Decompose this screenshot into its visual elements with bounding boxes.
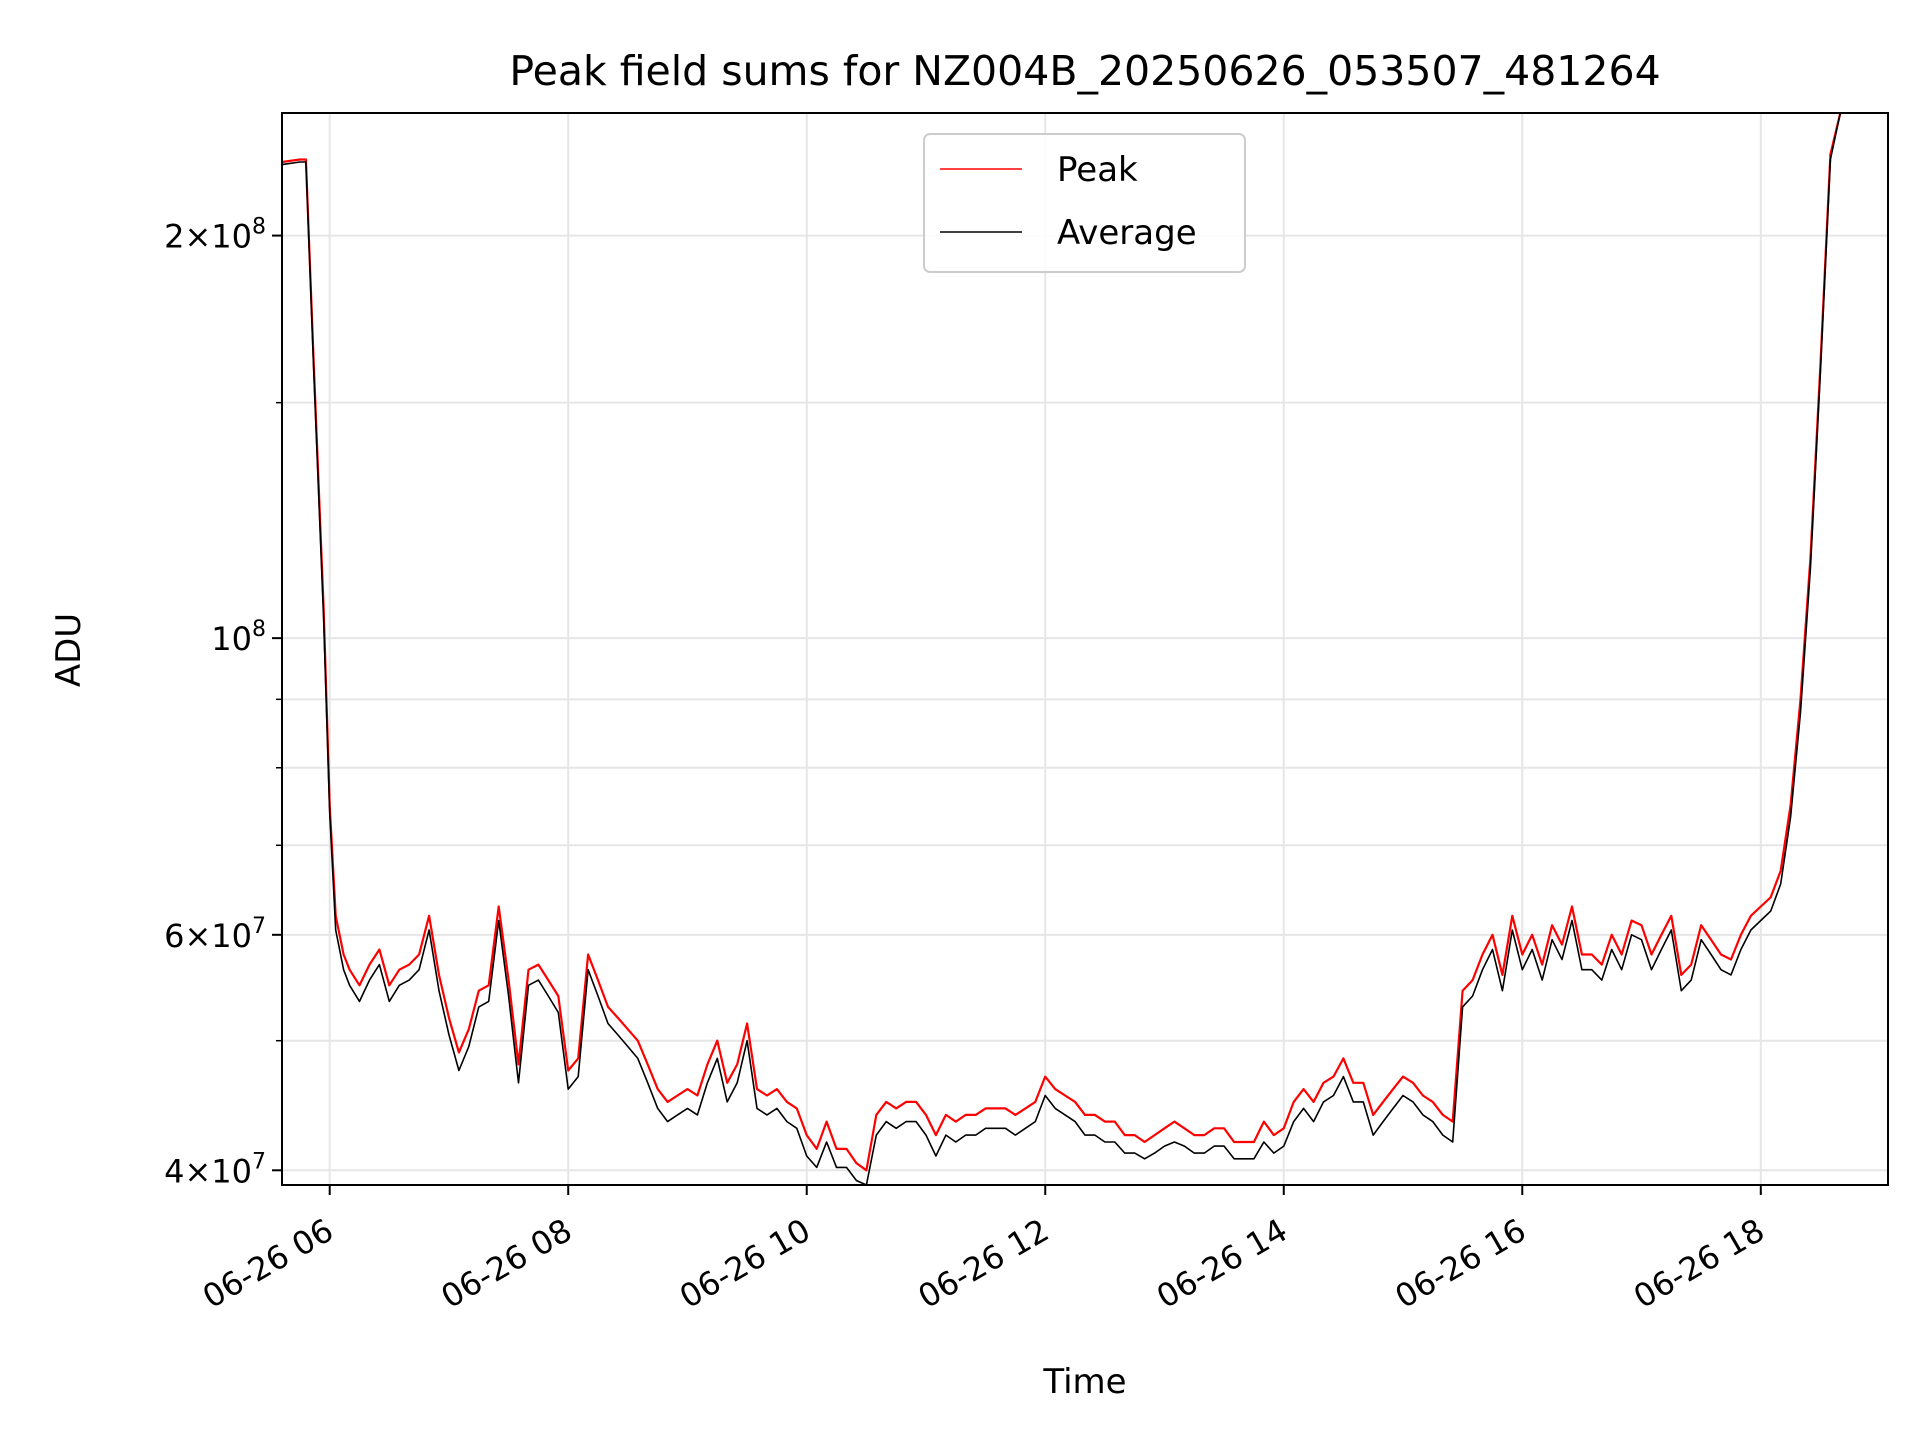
legend-label-average: Average	[1057, 213, 1197, 253]
plot-frame	[281, 112, 1889, 1186]
legend: Peak Average	[923, 133, 1246, 273]
y-tick-label: 108	[211, 617, 266, 658]
y-tick-label: 2×108	[164, 215, 266, 256]
y-tick-label: 6×107	[164, 914, 266, 955]
y-axis-label: ADU	[49, 613, 89, 687]
y-tick-label: 4×107	[164, 1149, 266, 1190]
chart-title: Peak field sums for NZ004B_20250626_0535…	[509, 47, 1660, 95]
grid	[282, 113, 1888, 1185]
series-line-peak	[282, 113, 1842, 1172]
series-line-average	[282, 113, 1842, 1185]
x-axis-label: Time	[1042, 1362, 1126, 1402]
series-lines	[282, 113, 1842, 1185]
legend-label-peak: Peak	[1057, 150, 1138, 190]
